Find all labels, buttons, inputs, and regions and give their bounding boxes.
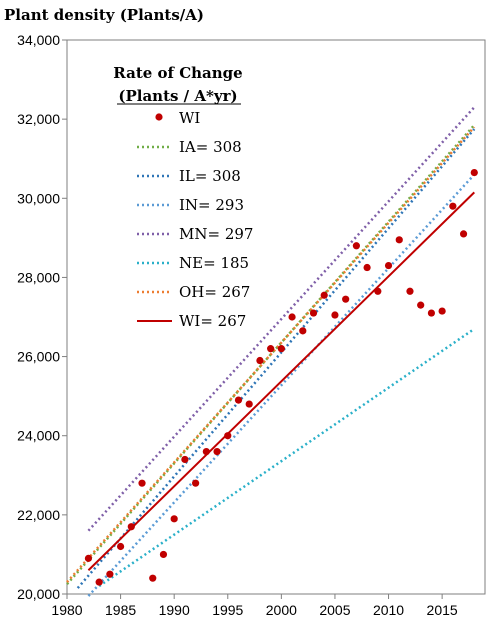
data-point (95, 578, 103, 586)
data-point (192, 479, 200, 487)
trend-line-oh (66, 126, 476, 583)
legend-marker-wi (155, 113, 163, 121)
y-tick-label: 24,000 (17, 428, 60, 444)
trend-line-mn (87, 106, 476, 532)
data-point (116, 542, 125, 551)
data-point (267, 345, 275, 353)
data-point (438, 307, 446, 315)
trend-line-in (87, 173, 476, 597)
data-point (470, 168, 478, 177)
data-point (374, 287, 382, 295)
y-tick-label: 34,000 (17, 32, 60, 48)
trend-line-il (76, 128, 476, 589)
chart-title: Plant density (Plants/A) (4, 6, 204, 24)
y-tick-label: 22,000 (17, 507, 60, 523)
data-point (395, 236, 403, 244)
data-point (384, 261, 393, 270)
data-point (234, 396, 243, 404)
legend-label-in: IN= 293 (179, 196, 244, 214)
legend-label-oh: OH= 267 (179, 283, 250, 301)
data-point (149, 574, 157, 582)
data-point (320, 291, 328, 299)
plot-area: 20,000 22,000 24,000 26,000 28,000 30,000 32,0… (17, 32, 486, 618)
data-point (159, 550, 168, 559)
legend-label-ia: IA= 308 (179, 138, 242, 156)
data-point (427, 309, 436, 317)
data-point (170, 515, 178, 523)
legend-label-ne: NE= 185 (179, 254, 249, 272)
legend-title-line1: Rate of Change (113, 64, 242, 82)
data-point (245, 400, 253, 408)
data-point (84, 554, 93, 562)
legend-label-il: IL= 308 (179, 167, 241, 185)
data-point (352, 242, 360, 250)
x-tick-label: 2015 (427, 602, 458, 618)
data-point (202, 447, 210, 456)
trend-line-wi (87, 191, 475, 571)
data-point (181, 455, 189, 464)
data-point (342, 295, 350, 303)
legend-title-line2: (Plants / A*yr) (118, 87, 237, 105)
x-tick-label: 2005 (319, 602, 350, 618)
legend-label-wi: WI= 267 (179, 312, 246, 330)
data-point (299, 327, 307, 335)
data-point (106, 570, 114, 578)
x-tick-label: 1990 (159, 602, 190, 618)
x-tick-label: 2010 (373, 602, 404, 618)
y-tick-label: 32,000 (17, 111, 60, 127)
data-point (138, 479, 146, 487)
x-tick-label: 1995 (212, 602, 243, 618)
data-point (417, 301, 425, 309)
data-point (277, 345, 285, 353)
data-point (127, 523, 135, 531)
legend: Rate of Change (Plants / A*yr) WI IA= 308 IL… (113, 64, 253, 330)
x-tick-label: 2000 (266, 602, 297, 618)
y-tick-label: 30,000 (17, 190, 60, 206)
data-point (256, 356, 264, 365)
legend-label-mn: MN= 297 (179, 225, 253, 243)
y-tick-label: 28,000 (17, 269, 60, 285)
y-tick-label: 26,000 (17, 349, 60, 365)
data-point (288, 313, 296, 321)
data-point (213, 447, 221, 456)
data-point (309, 309, 318, 317)
legend-label-wi: WI (179, 109, 200, 127)
plot-frame (66, 39, 486, 595)
y-tick-label: 20,000 (17, 586, 60, 602)
data-point (449, 202, 457, 210)
trend-line-ne (98, 327, 475, 588)
data-point (459, 230, 468, 238)
data-point (331, 311, 339, 319)
data-point (224, 432, 232, 440)
data-point (406, 287, 414, 295)
data-point (363, 263, 371, 272)
x-tick-label: 1985 (105, 602, 136, 618)
x-tick-label: 1980 (51, 602, 82, 618)
